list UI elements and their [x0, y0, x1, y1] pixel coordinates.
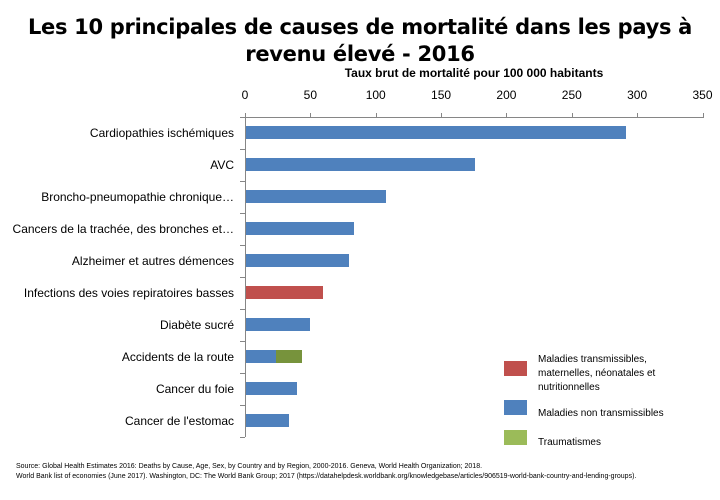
legend-swatch: [504, 400, 527, 415]
y-tick-mark: [240, 373, 245, 374]
x-tick-label: 250: [561, 88, 582, 102]
x-tick-label: 300: [627, 88, 648, 102]
category-label: Cardiopathies ischémiques: [89, 126, 234, 140]
y-tick-mark: [240, 405, 245, 406]
category-label: Accidents de la route: [121, 350, 234, 364]
legend-label: Traumatismes: [538, 436, 601, 450]
x-tick-label: 0: [241, 88, 249, 102]
x-tick-mark: [441, 113, 442, 118]
legend-label: Maladies non transmissibles: [538, 407, 664, 421]
chart-title-line1: Les 10 principales de causes de mortalit…: [27, 15, 693, 39]
y-tick-mark: [240, 437, 245, 438]
x-tick-label: 200: [496, 88, 517, 102]
x-tick-mark: [310, 113, 311, 118]
category-label: Cancer de l'estomac: [124, 414, 234, 428]
x-tick-mark: [572, 113, 573, 118]
category-label: Alzheimer et autres démences: [71, 254, 234, 268]
y-tick-mark: [240, 309, 245, 310]
x-tick-mark: [506, 113, 507, 118]
x-tick-label: 150: [431, 88, 452, 102]
bar-segment: [246, 189, 386, 203]
x-tick-label: 350: [692, 88, 713, 102]
bar-segment: [246, 157, 475, 171]
category-label: AVC: [210, 158, 234, 172]
y-axis-line: [245, 117, 246, 437]
y-tick-mark: [240, 117, 245, 118]
legend-label-line: Maladies transmissibles,: [538, 354, 647, 365]
bar-segment: [246, 125, 627, 139]
y-tick-mark: [240, 245, 245, 246]
x-tick-mark: [637, 113, 638, 118]
y-tick-mark: [240, 341, 245, 342]
bar-segment: [246, 285, 324, 299]
category-label: Cancer du foie: [155, 382, 234, 396]
legend-label-line: maternelles, néonatales et: [538, 368, 656, 379]
x-tick-mark: [703, 113, 704, 118]
x-axis-line: [245, 117, 703, 118]
source-line-1: Source: Global Health Estimates 2016: De…: [16, 463, 483, 470]
legend-swatch: [504, 430, 527, 445]
bar-segment: [246, 221, 355, 235]
bar-segment: [246, 381, 297, 395]
category-label: Infections des voies repiratoires basses: [23, 286, 234, 300]
legend-label-line: Maladies non transmissibles: [538, 408, 664, 419]
chart-title: Les 10 principales de causes de mortalit…: [0, 14, 720, 68]
legend-label-line: nutritionnelles: [538, 382, 600, 393]
bar-segment: [246, 413, 290, 427]
category-label: Diabète sucré: [159, 318, 234, 332]
x-tick-mark: [376, 113, 377, 118]
source-line-2: World Bank list of economies (June 2017)…: [16, 473, 637, 480]
y-tick-mark: [240, 149, 245, 150]
y-tick-mark: [240, 213, 245, 214]
y-tick-mark: [240, 181, 245, 182]
chart-title-line2: revenu élevé - 2016: [245, 42, 475, 66]
bar-segment: [276, 349, 303, 363]
bar-segment: [246, 349, 277, 363]
category-label: Cancers de la trachée, des bronches et…: [12, 222, 234, 236]
category-label: Broncho-pneumopathie chronique…: [41, 190, 234, 204]
bar-segment: [246, 253, 350, 267]
bar-segment: [246, 317, 311, 331]
x-tick-label: 100: [365, 88, 386, 102]
x-tick-label: 50: [303, 88, 318, 102]
legend-swatch: [504, 361, 527, 376]
source-note: Source: Global Health Estimates 2016: De…: [16, 462, 636, 482]
y-tick-mark: [240, 277, 245, 278]
legend-label-line: Traumatismes: [538, 437, 601, 448]
legend-label: Maladies transmissibles, maternelles, néo…: [538, 353, 655, 395]
x-tick-mark: [245, 113, 246, 118]
x-axis-title: Taux brut de mortalité pour 100 000 habi…: [344, 66, 604, 80]
